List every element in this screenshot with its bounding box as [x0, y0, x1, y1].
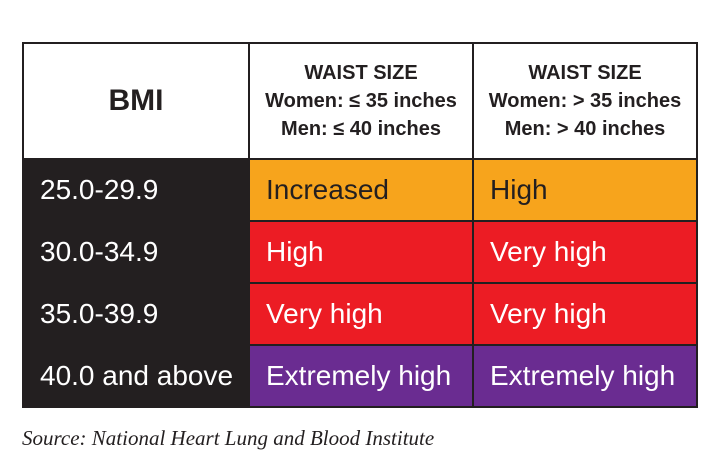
risk-cell: Increased — [248, 158, 474, 222]
row: 35.0-39.9 Very high Very high — [22, 282, 698, 346]
bmi-table: BMI WAIST SIZE Women: ≤ 35 inches Men: ≤… — [22, 42, 698, 408]
header-row: BMI WAIST SIZE Women: ≤ 35 inches Men: ≤… — [22, 42, 698, 160]
bmi-cell: 25.0-29.9 — [22, 158, 250, 222]
header-line: Women: > 35 inches — [488, 90, 682, 112]
row: 30.0-34.9 High Very high — [22, 220, 698, 284]
row: 25.0-29.9 Increased High — [22, 158, 698, 222]
header-cell: WAIST SIZE Women: > 35 inches Men: > 40 … — [472, 42, 698, 160]
bmi-cell: 35.0-39.9 — [22, 282, 250, 346]
row: 40.0 and above Extremely high Extremely … — [22, 344, 698, 408]
bmi-cell: 40.0 and above — [22, 344, 250, 408]
risk-cell: Very high — [248, 282, 474, 346]
risk-cell: High — [472, 158, 698, 222]
header-cell: BMI — [22, 42, 250, 160]
risk-cell: Extremely high — [472, 344, 698, 408]
risk-cell: Very high — [472, 282, 698, 346]
bmi-cell: 30.0-34.9 — [22, 220, 250, 284]
header-line: WAIST SIZE — [304, 62, 418, 84]
header-line: Women: ≤ 35 inches — [265, 90, 457, 112]
header-cell: WAIST SIZE Women: ≤ 35 inches Men: ≤ 40 … — [248, 42, 474, 160]
header-line: WAIST SIZE — [528, 62, 642, 84]
risk-cell: Extremely high — [248, 344, 474, 408]
source-note: Source: National Heart Lung and Blood In… — [22, 426, 435, 450]
header-line: Men: > 40 inches — [504, 118, 666, 140]
header-line: Men: ≤ 40 inches — [281, 118, 441, 140]
risk-cell: Very high — [472, 220, 698, 284]
risk-cell: High — [248, 220, 474, 284]
